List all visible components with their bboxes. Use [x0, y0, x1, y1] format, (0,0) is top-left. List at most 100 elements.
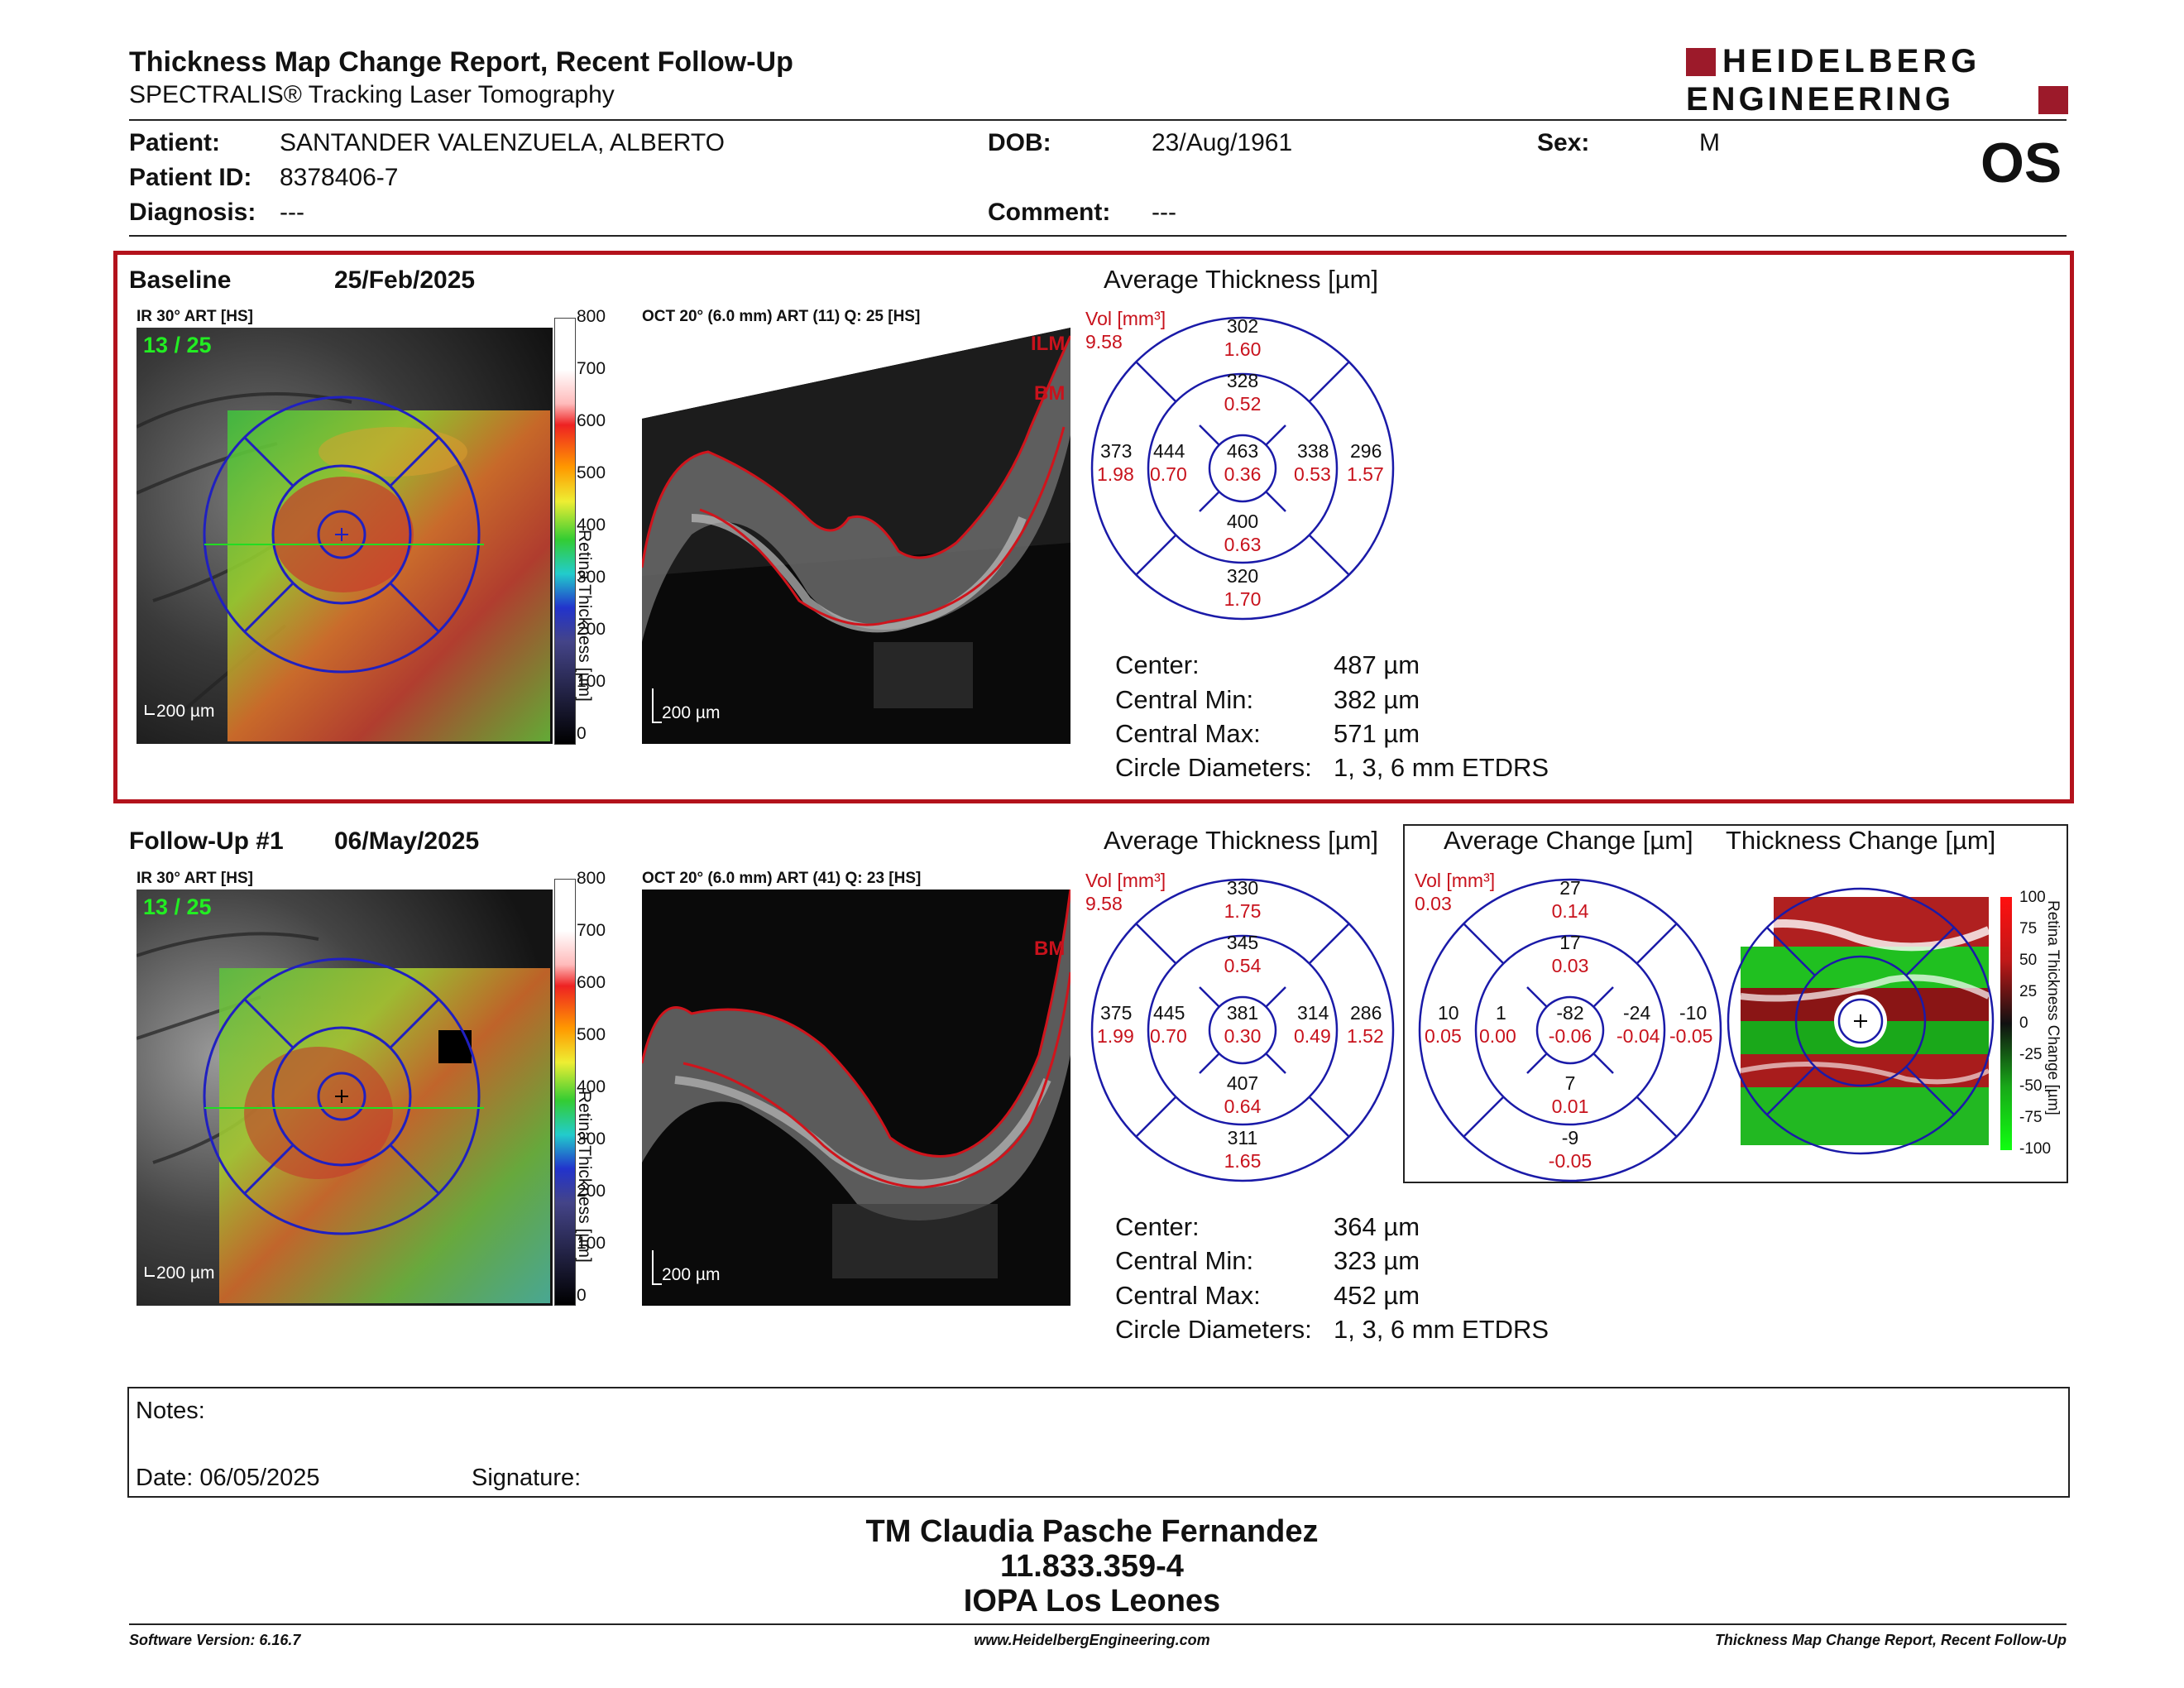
- followup-inner-bottom: 407: [1226, 1072, 1259, 1094]
- change-box: [1403, 824, 2068, 1183]
- baseline-scale-700: 700: [577, 359, 606, 378]
- baseline-scale-400: 400: [577, 516, 606, 535]
- followup-oct-title: OCT 20° (6.0 mm) ART (41) Q: 23 [HS]: [642, 870, 922, 887]
- followup-scale-title: Retina Thickness [µm]: [575, 1091, 594, 1263]
- followup-inner-left-vol: 0.70: [1150, 1025, 1187, 1047]
- baseline-outer-right-vol: 1.57: [1347, 463, 1384, 485]
- baseline-oct-title: OCT 20° (6.0 mm) ART (11) Q: 25 [HS]: [642, 308, 921, 325]
- followup-bm-label: BM: [1034, 938, 1066, 960]
- baseline-center-vol: 0.36: [1224, 463, 1262, 485]
- followup-scale-0: 0: [577, 1286, 587, 1305]
- baseline-date: 25/Feb/2025: [334, 266, 476, 294]
- followup-summary-label-1: Central Min:: [1115, 1246, 1254, 1275]
- followup-ir-title: IR 30° ART [HS]: [136, 870, 253, 887]
- change-outer-right: -10: [1679, 1002, 1707, 1024]
- baseline-scale-title: Retina Thickness [µm]: [575, 530, 594, 702]
- baseline-outer-top-vol: 1.60: [1224, 338, 1262, 360]
- notes-label: Notes:: [136, 1398, 205, 1424]
- logo-square-top: [1686, 48, 1716, 76]
- tchange-tick-neg75: -75: [2019, 1109, 2043, 1126]
- footer-report: Thickness Map Change Report, Recent Foll…: [1714, 1632, 2067, 1648]
- diagnosis-label: Diagnosis:: [129, 199, 256, 226]
- baseline-outer-right: 296: [1350, 440, 1382, 462]
- baseline-inner-bottom: 400: [1226, 511, 1259, 532]
- followup-scale-500: 500: [577, 1025, 606, 1044]
- followup-date: 06/May/2025: [334, 827, 480, 855]
- baseline-summary-value-3: 1, 3, 6 mm ETDRS: [1334, 753, 1549, 782]
- followup-outer-left-vol: 1.99: [1097, 1025, 1134, 1047]
- followup-scale-200: 200: [577, 1182, 606, 1201]
- change-outer-right-vol: -0.05: [1669, 1025, 1713, 1047]
- baseline-summary-label-1: Central Min:: [1115, 685, 1254, 714]
- baseline-summary-value-0: 487 µm: [1334, 650, 1420, 679]
- followup-scale-400: 400: [577, 1077, 606, 1096]
- baseline-oct-scale: 200 µm: [662, 703, 721, 722]
- baseline-inner-right-vol: 0.53: [1294, 463, 1331, 485]
- change-center-vol: -0.06: [1548, 1025, 1592, 1047]
- avg-change-title: Average Change [µm]: [1444, 826, 1693, 855]
- baseline-panel: [113, 251, 2074, 803]
- baseline-vol-value: 9.58: [1085, 331, 1123, 352]
- baseline-summary-value-1: 382 µm: [1334, 685, 1420, 714]
- notes-box[interactable]: [127, 1387, 2070, 1498]
- followup-thickness-scale: [554, 879, 576, 1306]
- baseline-inner-top: 328: [1226, 370, 1259, 391]
- baseline-ilm-label: ILM: [1031, 333, 1066, 355]
- signatory-name: TM Claudia Pasche Fernandez: [865, 1514, 1319, 1549]
- baseline-ir-title: IR 30° ART [HS]: [136, 308, 253, 325]
- baseline-vol-label: Vol [mm³]: [1085, 308, 1166, 329]
- change-inner-left: 1: [1496, 1002, 1506, 1024]
- tchange-scale-title: Retina Thickness Change [µm]: [2044, 900, 2062, 1115]
- followup-outer-bottom-vol: 1.65: [1224, 1150, 1262, 1172]
- patient-id: 8378406-7: [280, 164, 399, 191]
- baseline-summary-value-2: 571 µm: [1334, 719, 1420, 748]
- baseline-scale-0: 0: [577, 724, 587, 743]
- patient-label: Patient:: [129, 129, 221, 156]
- footer-website[interactable]: www.HeidelbergEngineering.com: [974, 1632, 1210, 1648]
- followup-scale-800: 800: [577, 869, 606, 888]
- change-inner-bottom-vol: 0.01: [1551, 1096, 1589, 1117]
- followup-scale-300: 300: [577, 1129, 606, 1149]
- change-vol-value: 0.03: [1415, 893, 1452, 914]
- followup-outer-right: 286: [1350, 1002, 1382, 1024]
- logo-text-1: HEIDELBERG: [1722, 43, 1981, 79]
- baseline-outer-bottom-vol: 1.70: [1224, 588, 1262, 610]
- followup-inner-right-vol: 0.49: [1294, 1025, 1331, 1047]
- tchange-tick-neg25: -25: [2019, 1046, 2043, 1063]
- baseline-scale-200: 200: [577, 620, 606, 639]
- followup-scale-600: 600: [577, 973, 606, 992]
- followup-ir-scale: 200 µm: [156, 1264, 215, 1283]
- tchange-tick-100: 100: [2019, 889, 2046, 906]
- baseline-summary-label-2: Central Max:: [1115, 719, 1261, 748]
- followup-summary-label-2: Central Max:: [1115, 1281, 1261, 1310]
- baseline-scale-300: 300: [577, 568, 606, 587]
- thickness-change-title: Thickness Change [µm]: [1726, 826, 1996, 855]
- followup-outer-top: 330: [1226, 877, 1259, 899]
- followup-avg-title: Average Thickness [µm]: [1104, 826, 1379, 855]
- tchange-tick-neg100: -100: [2019, 1140, 2052, 1158]
- change-outer-top-vol: 0.14: [1551, 900, 1589, 922]
- change-etdrs-grid: [1418, 878, 1722, 1182]
- baseline-ir-counter: 13 / 25: [143, 333, 212, 357]
- report-subtitle: SPECTRALIS® Tracking Laser Tomography: [129, 81, 615, 108]
- baseline-inner-right: 338: [1297, 440, 1329, 462]
- followup-outer-right-vol: 1.52: [1347, 1025, 1384, 1047]
- followup-label: Follow-Up #1: [129, 827, 284, 855]
- followup-ir-counter: 13 / 25: [143, 894, 212, 919]
- change-vol-label: Vol [mm³]: [1415, 870, 1496, 891]
- baseline-etdrs-grid: [1090, 316, 1395, 621]
- followup-summary-label-3: Circle Diameters:: [1115, 1315, 1312, 1344]
- baseline-inner-left-vol: 0.70: [1150, 463, 1187, 485]
- notes-date: Date: 06/05/2025: [136, 1465, 320, 1491]
- change-inner-right-vol: -0.04: [1616, 1025, 1660, 1047]
- tchange-tick-0: 0: [2019, 1014, 2028, 1032]
- followup-center-vol: 0.30: [1224, 1025, 1262, 1047]
- followup-ir-scale-marker: [145, 1267, 155, 1277]
- followup-summary-value-0: 364 µm: [1334, 1212, 1420, 1241]
- followup-outer-bottom: 311: [1227, 1127, 1258, 1149]
- baseline-summary-label-0: Center:: [1115, 650, 1200, 679]
- sex-value: M: [1699, 129, 1720, 156]
- change-inner-bottom: 7: [1564, 1072, 1576, 1094]
- baseline-label: Baseline: [129, 266, 232, 294]
- baseline-ir-scale: 200 µm: [156, 702, 215, 721]
